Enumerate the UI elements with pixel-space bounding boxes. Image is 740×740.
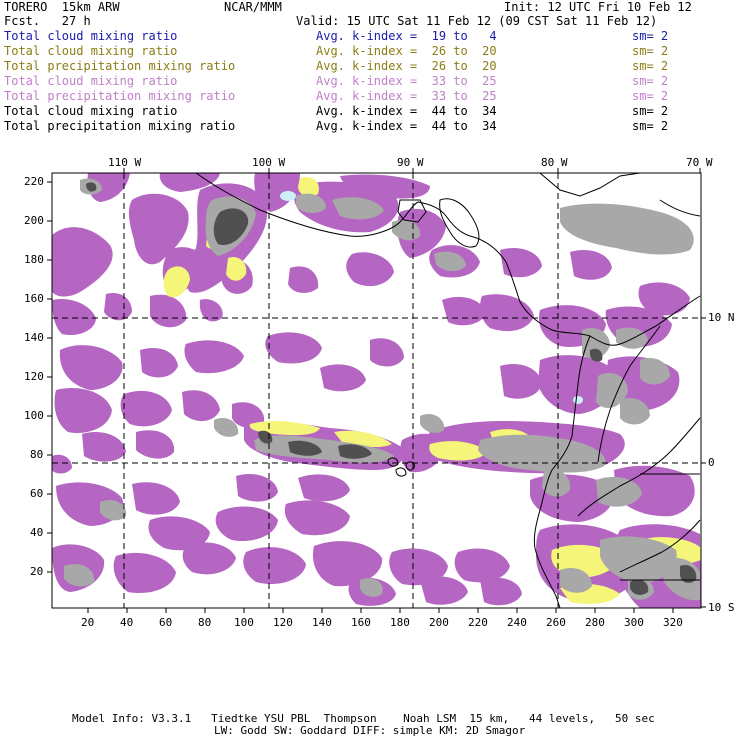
x-tick-label: 100 bbox=[234, 616, 254, 629]
x-tick-label: 60 bbox=[159, 616, 173, 629]
x-tick-label: 320 bbox=[663, 616, 683, 629]
lon-label: 70 W bbox=[686, 156, 713, 169]
forecast-hour: Fcst. 27 h bbox=[4, 14, 91, 28]
y-tick-label: 40 bbox=[30, 526, 44, 539]
legend-field: Total precipitation mixing ratio bbox=[4, 119, 236, 133]
lon-label: 90 W bbox=[397, 156, 424, 169]
legend-field: Total precipitation mixing ratio bbox=[4, 89, 236, 103]
y-tick-label: 60 bbox=[30, 487, 44, 500]
y-tick-label: 120 bbox=[24, 370, 44, 383]
bottom-ticks bbox=[87, 608, 674, 613]
lon-label: 100 W bbox=[252, 156, 286, 169]
valid-time: Valid: 15 UTC Sat 11 Feb 12 (09 CST Sat … bbox=[296, 14, 658, 28]
y-tick-label: 200 bbox=[24, 214, 44, 227]
graticule-layer bbox=[52, 173, 701, 608]
coastline-layer bbox=[195, 173, 701, 608]
legend-field: Total cloud mixing ratio bbox=[4, 44, 178, 58]
legend-sm: sm= 2 bbox=[632, 74, 669, 88]
model-title: TORERO 15km ARW bbox=[4, 0, 120, 14]
y-tick-label: 20 bbox=[30, 565, 44, 578]
x-tick-label: 240 bbox=[507, 616, 527, 629]
map-frame bbox=[51, 172, 702, 609]
legend-sm: sm= 2 bbox=[632, 89, 669, 103]
x-tick-label: 180 bbox=[390, 616, 410, 629]
x-tick-label: 20 bbox=[81, 616, 95, 629]
legend-sm: sm= 2 bbox=[632, 104, 669, 118]
lat-label: 10 S bbox=[708, 601, 735, 614]
y-tick-label: 100 bbox=[24, 409, 44, 422]
y-tick-label: 220 bbox=[24, 175, 44, 188]
x-tick-label: 40 bbox=[120, 616, 134, 629]
lat-label: 0 bbox=[708, 456, 715, 469]
center-name: NCAR/MMM bbox=[224, 0, 282, 14]
lon-label: 80 W bbox=[541, 156, 568, 169]
right-ticks bbox=[701, 317, 706, 608]
legend-field: Total cloud mixing ratio bbox=[4, 29, 178, 43]
x-tick-label: 80 bbox=[198, 616, 212, 629]
y-tick-label: 160 bbox=[24, 292, 44, 305]
model-info-line2: LW: Godd SW: Goddard DIFF: simple KM: 2D… bbox=[214, 724, 526, 737]
x-tick-label: 220 bbox=[468, 616, 488, 629]
legend-field: Total precipitation mixing ratio bbox=[4, 59, 236, 73]
lat-label: 10 N bbox=[708, 311, 735, 324]
legend-kindex: Avg. k-index = 44 to 34 bbox=[316, 119, 497, 133]
legend-kindex: Avg. k-index = 33 to 25 bbox=[316, 74, 497, 88]
legend-sm: sm= 2 bbox=[632, 119, 669, 133]
legend-kindex: Avg. k-index = 33 to 25 bbox=[316, 89, 497, 103]
x-tick-label: 300 bbox=[624, 616, 644, 629]
left-ticks bbox=[47, 181, 52, 573]
x-tick-label: 280 bbox=[585, 616, 605, 629]
lon-label: 110 W bbox=[108, 156, 142, 169]
legend-field: Total cloud mixing ratio bbox=[4, 104, 178, 118]
x-tick-label: 260 bbox=[546, 616, 566, 629]
x-tick-label: 160 bbox=[351, 616, 371, 629]
x-tick-label: 140 bbox=[312, 616, 332, 629]
top-ticks bbox=[123, 168, 701, 173]
legend-sm: sm= 2 bbox=[632, 59, 669, 73]
cloud-dark-layer bbox=[86, 182, 697, 595]
legend-kindex: Avg. k-index = 26 to 20 bbox=[316, 44, 497, 58]
y-tick-label: 80 bbox=[30, 448, 44, 461]
init-time: Init: 12 UTC Fri 10 Feb 12 bbox=[504, 0, 692, 14]
legend-sm: sm= 2 bbox=[632, 29, 669, 43]
y-tick-label: 180 bbox=[24, 253, 44, 266]
legend-kindex: Avg. k-index = 44 to 34 bbox=[316, 104, 497, 118]
legend-kindex: Avg. k-index = 19 to 4 bbox=[316, 29, 497, 43]
x-tick-label: 120 bbox=[273, 616, 293, 629]
legend-field: Total cloud mixing ratio bbox=[4, 74, 178, 88]
model-info-line1: Model Info: V3.3.1 Tiedtke YSU PBL Thomp… bbox=[72, 712, 655, 725]
y-tick-label: 140 bbox=[24, 331, 44, 344]
x-tick-label: 200 bbox=[429, 616, 449, 629]
legend-kindex: Avg. k-index = 26 to 20 bbox=[316, 59, 497, 73]
legend-sm: sm= 2 bbox=[632, 44, 669, 58]
